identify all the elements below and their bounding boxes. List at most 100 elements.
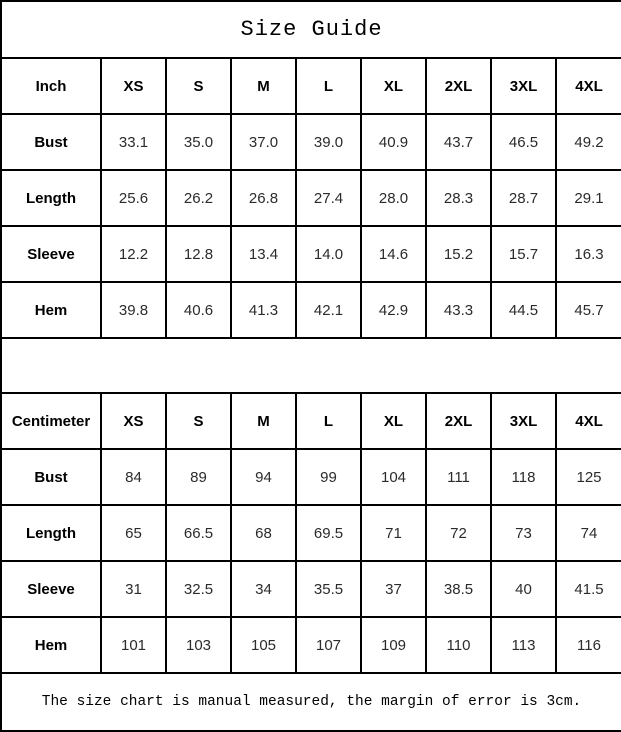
- row-label: Hem: [0, 281, 102, 339]
- cell-value: 40.6: [165, 281, 232, 339]
- size-header-xs: XS: [100, 57, 167, 115]
- cell-value: 107: [295, 616, 362, 674]
- cell-value: 28.7: [490, 169, 557, 227]
- cell-value: 110: [425, 616, 492, 674]
- inch-header-row: Inch XS S M L XL 2XL 3XL 4XL: [0, 57, 621, 115]
- cell-value: 26.8: [230, 169, 297, 227]
- table-row-inch-sleeve: Sleeve 12.2 12.8 13.4 14.0 14.6 15.2 15.…: [0, 225, 621, 283]
- size-header-4xl: 4XL: [554, 57, 621, 115]
- cell-value: 113: [490, 616, 557, 674]
- cell-value: 13.4: [230, 225, 297, 283]
- cell-value: 69.5: [295, 504, 362, 562]
- table-row-cm-hem: Hem 101 103 105 107 109 110 113 116: [0, 616, 621, 674]
- cell-value: 41.5: [554, 560, 621, 618]
- cell-value: 35.0: [165, 113, 232, 171]
- size-header-m: M: [230, 392, 297, 450]
- cell-value: 12.8: [165, 225, 232, 283]
- cell-value: 14.0: [295, 225, 362, 283]
- cell-value: 72: [425, 504, 492, 562]
- table-row-cm-sleeve: Sleeve 31 32.5 34 35.5 37 38.5 40 41.5: [0, 560, 621, 618]
- size-header-3xl: 3XL: [490, 392, 557, 450]
- row-label: Length: [0, 504, 102, 562]
- size-header-m: M: [230, 57, 297, 115]
- cell-value: 84: [100, 448, 167, 506]
- cell-value: 101: [100, 616, 167, 674]
- cell-value: 28.3: [425, 169, 492, 227]
- cell-value: 89: [165, 448, 232, 506]
- size-header-xl: XL: [360, 57, 427, 115]
- cell-value: 94: [230, 448, 297, 506]
- table-row-cm-length: Length 65 66.5 68 69.5 71 72 73 74: [0, 504, 621, 562]
- size-header-xl: XL: [360, 392, 427, 450]
- cell-value: 32.5: [165, 560, 232, 618]
- cell-value: 14.6: [360, 225, 427, 283]
- spacer-row: [0, 337, 621, 394]
- cell-value: 66.5: [165, 504, 232, 562]
- cell-value: 71: [360, 504, 427, 562]
- cell-value: 105: [230, 616, 297, 674]
- title-row: Size Guide: [0, 0, 621, 59]
- cell-value: 35.5: [295, 560, 362, 618]
- cell-value: 16.3: [554, 225, 621, 283]
- cell-value: 40.9: [360, 113, 427, 171]
- size-header-2xl: 2XL: [425, 57, 492, 115]
- cell-value: 43.7: [425, 113, 492, 171]
- cell-value: 73: [490, 504, 557, 562]
- table-row-inch-bust: Bust 33.1 35.0 37.0 39.0 40.9 43.7 46.5 …: [0, 113, 621, 171]
- cell-value: 43.3: [425, 281, 492, 339]
- cell-value: 33.1: [100, 113, 167, 171]
- cell-value: 26.2: [165, 169, 232, 227]
- size-header-xs: XS: [100, 392, 167, 450]
- table-row-cm-bust: Bust 84 89 94 99 104 111 118 125: [0, 448, 621, 506]
- centimeter-header-row: Centimeter XS S M L XL 2XL 3XL 4XL: [0, 392, 621, 450]
- cell-value: 116: [554, 616, 621, 674]
- cell-value: 37: [360, 560, 427, 618]
- cell-value: 31: [100, 560, 167, 618]
- cell-value: 40: [490, 560, 557, 618]
- unit-header-inch: Inch: [0, 57, 102, 115]
- footer-note: The size chart is manual measured, the m…: [0, 672, 621, 732]
- row-label: Sleeve: [0, 225, 102, 283]
- cell-value: 111: [425, 448, 492, 506]
- size-header-4xl: 4XL: [554, 392, 621, 450]
- cell-value: 46.5: [490, 113, 557, 171]
- row-label: Length: [0, 169, 102, 227]
- row-label: Bust: [0, 113, 102, 171]
- cell-value: 68: [230, 504, 297, 562]
- cell-value: 41.3: [230, 281, 297, 339]
- cell-value: 15.2: [425, 225, 492, 283]
- cell-value: 49.2: [554, 113, 621, 171]
- cell-value: 15.7: [490, 225, 557, 283]
- cell-value: 29.1: [554, 169, 621, 227]
- cell-value: 99: [295, 448, 362, 506]
- cell-value: 28.0: [360, 169, 427, 227]
- table-row-inch-hem: Hem 39.8 40.6 41.3 42.1 42.9 43.3 44.5 4…: [0, 281, 621, 339]
- cell-value: 39.0: [295, 113, 362, 171]
- size-header-2xl: 2XL: [425, 392, 492, 450]
- size-header-s: S: [165, 392, 232, 450]
- size-header-l: L: [295, 57, 362, 115]
- footer-row: The size chart is manual measured, the m…: [0, 672, 621, 732]
- cell-value: 125: [554, 448, 621, 506]
- size-header-s: S: [165, 57, 232, 115]
- cell-value: 42.9: [360, 281, 427, 339]
- size-header-3xl: 3XL: [490, 57, 557, 115]
- cell-value: 25.6: [100, 169, 167, 227]
- cell-value: 103: [165, 616, 232, 674]
- cell-value: 37.0: [230, 113, 297, 171]
- spacer-cell: [0, 337, 621, 394]
- cell-value: 27.4: [295, 169, 362, 227]
- row-label: Hem: [0, 616, 102, 674]
- cell-value: 44.5: [490, 281, 557, 339]
- cell-value: 45.7: [554, 281, 621, 339]
- cell-value: 74: [554, 504, 621, 562]
- cell-value: 38.5: [425, 560, 492, 618]
- cell-value: 104: [360, 448, 427, 506]
- cell-value: 118: [490, 448, 557, 506]
- table-row-inch-length: Length 25.6 26.2 26.8 27.4 28.0 28.3 28.…: [0, 169, 621, 227]
- cell-value: 109: [360, 616, 427, 674]
- size-header-l: L: [295, 392, 362, 450]
- unit-header-centimeter: Centimeter: [0, 392, 102, 450]
- cell-value: 39.8: [100, 281, 167, 339]
- cell-value: 42.1: [295, 281, 362, 339]
